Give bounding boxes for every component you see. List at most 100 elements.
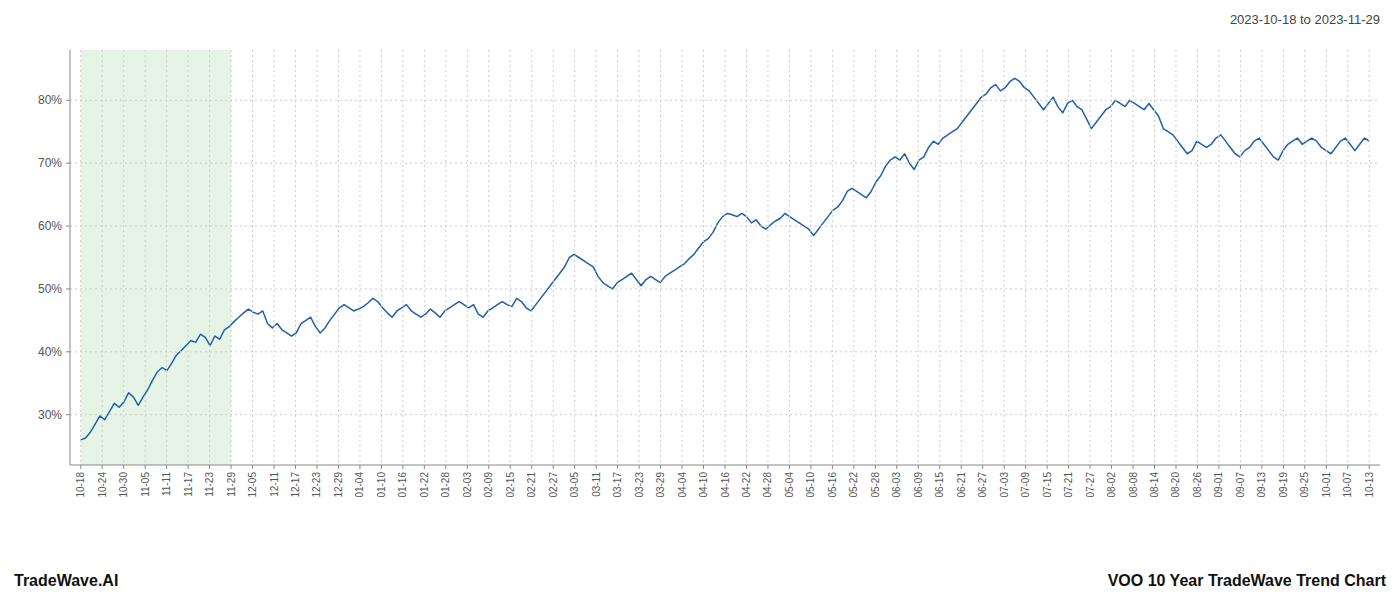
subtitle: 2023-10-18 to 2023-11-29 [1230,12,1380,27]
x-tick [381,465,382,469]
x-tick-label: 09-19 [1278,472,1289,498]
x-tick [145,465,146,469]
x-tick [939,465,940,469]
x-tick-label: 12-17 [290,472,301,498]
grid-line-x [553,50,554,465]
grid-line-x [875,50,876,465]
x-tick-label: 03-11 [591,472,602,497]
x-tick [252,465,253,469]
x-tick-label: 01-16 [397,472,408,498]
grid-line-x [1175,50,1176,465]
x-tick-label: 03-23 [634,472,645,498]
x-tick [488,465,489,469]
x-tick-label: 03-29 [655,472,666,498]
x-tick [1218,465,1219,469]
x-tick [853,465,854,469]
grid-line-y [70,163,1380,164]
grid-line-x [1004,50,1005,465]
x-tick-label: 07-09 [1020,472,1031,498]
grid-line-x [918,50,919,465]
annotation: TradeWave.AI [14,572,118,589]
x-tick [961,465,962,469]
x-tick [832,465,833,469]
grid-line-x [1240,50,1241,465]
x-tick-label: 09-25 [1299,472,1310,498]
x-tick [445,465,446,469]
x-tick [166,465,167,469]
grid-line-x [488,50,489,465]
y-tick [66,351,70,352]
grid-line-x [1068,50,1069,465]
grid-line-x [467,50,468,465]
x-tick [1133,465,1134,469]
x-tick-label: 11-05 [140,472,151,497]
x-tick [80,465,81,469]
x-tick-label: 08-02 [1106,472,1117,498]
x-tick-label: 10-13 [1364,472,1375,498]
x-tick [639,465,640,469]
x-tick [767,465,768,469]
x-tick [188,465,189,469]
grid-line-x [1304,50,1305,465]
x-tick [725,465,726,469]
grid-line-x [1133,50,1134,465]
x-tick [1154,465,1155,469]
grid-line-x [596,50,597,465]
x-tick-label: 08-08 [1128,472,1139,498]
title: VOO 10 Year TradeWave Trend Chart [1108,572,1387,589]
grid-line-x [1197,50,1198,465]
x-tick [102,465,103,469]
grid-line-x [982,50,983,465]
x-tick [1197,465,1198,469]
y-tick [66,288,70,289]
grid-line-x [810,50,811,465]
x-tick-label: 07-27 [1085,472,1096,498]
x-tick-label: 11-23 [204,472,215,497]
grid-line-x [252,50,253,465]
x-tick [316,465,317,469]
x-tick-label: 02-03 [462,472,473,498]
grid-line-x [231,50,232,465]
x-tick [1240,465,1241,469]
grid-line-x [316,50,317,465]
x-tick [746,465,747,469]
x-tick-label: 06-09 [913,472,924,498]
x-tick [274,465,275,469]
x-tick-label: 07-21 [1063,472,1074,498]
plot-area [81,50,1370,465]
x-tick [1261,465,1262,469]
grid-line-x [1218,50,1219,465]
x-tick-label: 04-22 [741,472,752,498]
x-tick-label: 08-20 [1170,472,1181,498]
x-tick-label: 09-01 [1213,472,1224,498]
grid-line-x [682,50,683,465]
x-tick-label: 08-26 [1192,472,1203,498]
x-tick [231,465,232,469]
grid-line-x [1154,50,1155,465]
grid-line-x [338,50,339,465]
x-tick-label: 05-22 [848,472,859,498]
grid-line-x [295,50,296,465]
x-tick-label: 12-05 [247,472,258,498]
grid-line-x [145,50,146,465]
x-tick [596,465,597,469]
grid-line-x [617,50,618,465]
x-tick-label: 08-14 [1149,472,1160,498]
grid-line-x [939,50,940,465]
x-tick [1047,465,1048,469]
x-tick-label: 02-09 [483,472,494,498]
x-tick-label: 06-27 [977,472,988,498]
grid-line-x [639,50,640,465]
grid-line-x [209,50,210,465]
y-tick-label: 30% [38,408,62,422]
grid-line-x [531,50,532,465]
grid-line-x [1111,50,1112,465]
x-tick [875,465,876,469]
x-tick [531,465,532,469]
grid-line-x [510,50,511,465]
y-tick [66,226,70,227]
x-tick [295,465,296,469]
y-tick-label: 70% [38,156,62,170]
x-tick [510,465,511,469]
x-tick-label: 11-11 [161,472,172,497]
